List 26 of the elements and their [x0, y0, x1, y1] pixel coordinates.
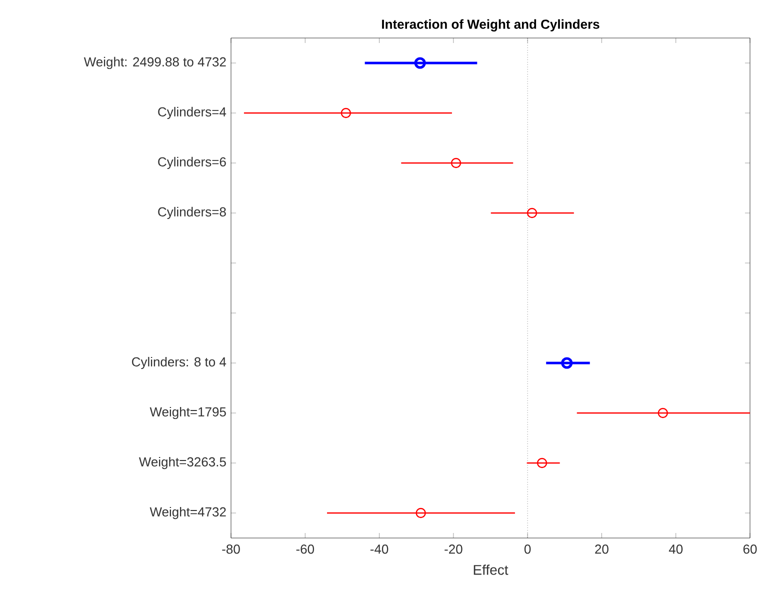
chart-title: Interaction of Weight and Cylinders	[382, 19, 600, 32]
y-tick-label: Weight=1795	[150, 406, 226, 420]
y-tick-label: Weight=4732	[150, 506, 226, 520]
x-tick-label: 60	[743, 544, 757, 554]
y-tick-label: Cylinders=8	[158, 206, 226, 220]
point	[658, 408, 668, 418]
point	[414, 57, 426, 69]
x-tick-label: 40	[668, 544, 683, 554]
y-tick-label: Cylinders=6	[158, 156, 226, 170]
point	[416, 508, 426, 518]
point	[340, 108, 352, 118]
x-tick-label: 20	[595, 544, 608, 554]
y-tick-label: Cylinders=4	[158, 106, 226, 120]
x-tick-label: -80	[222, 544, 240, 554]
x-tick-label: -20	[444, 544, 462, 554]
point	[526, 208, 538, 218]
point	[536, 458, 548, 468]
y-tick-label: Cylinders: 8 to 4	[132, 356, 226, 370]
x-tick-label: 0	[524, 544, 531, 554]
y-tick-label: Weight=3263.5	[138, 456, 226, 470]
x-axis-title: Effect	[474, 564, 508, 575]
x-tick-label: -40	[370, 544, 388, 554]
x-tick-label: -60	[296, 544, 314, 554]
y-tick-label: Weight: 2499.88 to 4732	[84, 56, 226, 70]
point	[561, 357, 573, 369]
point	[450, 158, 462, 168]
